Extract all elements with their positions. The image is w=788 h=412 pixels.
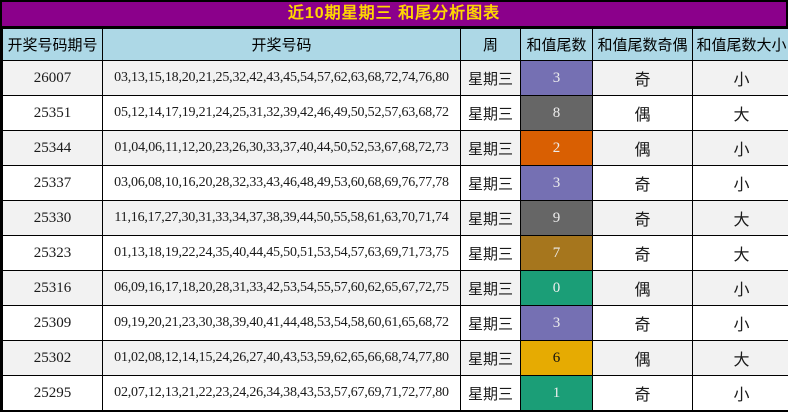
cell-size: 大 (692, 95, 788, 131)
cell-period: 25302 (2, 340, 103, 376)
cell-period: 25316 (2, 270, 103, 306)
table-row: 25351 05,12,14,17,19,21,24,25,31,32,39,4… (2, 95, 788, 131)
cell-numbers: 01,13,18,19,22,24,35,40,44,45,50,51,53,5… (102, 235, 461, 271)
cell-numbers: 03,06,08,10,16,20,28,32,33,43,46,48,49,5… (102, 165, 461, 201)
table-header: 开奖号码期号 开奖号码 周 和值尾数 和值尾数奇偶 和值尾数大小 (2, 28, 788, 61)
header-tail-parity: 和值尾数奇偶 (592, 28, 693, 61)
table-row: 25316 06,09,16,17,18,20,28,31,33,42,53,5… (2, 270, 788, 306)
cell-week: 星期三 (460, 130, 521, 166)
cell-size: 小 (692, 130, 788, 166)
cell-week: 星期三 (460, 235, 521, 271)
table-row: 25302 01,02,08,12,14,15,24,26,27,40,43,5… (2, 340, 788, 376)
cell-size: 小 (692, 60, 788, 96)
cell-parity: 奇 (592, 165, 693, 201)
cell-tail-value: 6 (520, 340, 593, 376)
cell-parity: 偶 (592, 130, 693, 166)
cell-numbers: 05,12,14,17,19,21,24,25,31,32,39,42,46,4… (102, 95, 461, 131)
cell-size: 小 (692, 375, 788, 411)
cell-numbers: 03,13,15,18,20,21,25,32,42,43,45,54,57,6… (102, 60, 461, 96)
table-row: 25323 01,13,18,19,22,24,35,40,44,45,50,5… (2, 235, 788, 271)
table-row: 25309 09,19,20,21,23,30,38,39,40,41,44,4… (2, 305, 788, 341)
header-row: 开奖号码期号 开奖号码 周 和值尾数 和值尾数奇偶 和值尾数大小 (2, 28, 788, 61)
cell-week: 星期三 (460, 340, 521, 376)
cell-period: 25344 (2, 130, 103, 166)
cell-parity: 奇 (592, 375, 693, 411)
table-row: 25330 11,16,17,27,30,31,33,34,37,38,39,4… (2, 200, 788, 236)
cell-parity: 奇 (592, 60, 693, 96)
cell-tail-value: 0 (520, 270, 593, 306)
cell-size: 大 (692, 340, 788, 376)
cell-parity: 奇 (592, 305, 693, 341)
cell-week: 星期三 (460, 375, 521, 411)
cell-week: 星期三 (460, 305, 521, 341)
page-title: 近10期星期三 和尾分析图表 (2, 2, 786, 28)
cell-week: 星期三 (460, 200, 521, 236)
cell-parity: 奇 (592, 200, 693, 236)
table-row: 26007 03,13,15,18,20,21,25,32,42,43,45,5… (2, 60, 788, 96)
cell-numbers: 01,04,06,11,12,20,23,26,30,33,37,40,44,5… (102, 130, 461, 166)
cell-tail-value: 9 (520, 200, 593, 236)
cell-tail-value: 7 (520, 235, 593, 271)
cell-parity: 偶 (592, 340, 693, 376)
cell-numbers: 11,16,17,27,30,31,33,34,37,38,39,44,50,5… (102, 200, 461, 236)
cell-period: 26007 (2, 60, 103, 96)
cell-numbers: 02,07,12,13,21,22,23,24,26,34,38,43,53,5… (102, 375, 461, 411)
cell-period: 25330 (2, 200, 103, 236)
cell-numbers: 06,09,16,17,18,20,28,31,33,42,53,54,55,5… (102, 270, 461, 306)
cell-parity: 偶 (592, 95, 693, 131)
cell-parity: 偶 (592, 270, 693, 306)
cell-size: 小 (692, 305, 788, 341)
cell-tail-value: 3 (520, 165, 593, 201)
cell-size: 小 (692, 270, 788, 306)
cell-period: 25323 (2, 235, 103, 271)
cell-week: 星期三 (460, 165, 521, 201)
cell-size: 小 (692, 165, 788, 201)
cell-tail-value: 8 (520, 95, 593, 131)
header-period: 开奖号码期号 (2, 28, 103, 61)
cell-numbers: 01,02,08,12,14,15,24,26,27,40,43,53,59,6… (102, 340, 461, 376)
table-body: 26007 03,13,15,18,20,21,25,32,42,43,45,5… (2, 60, 788, 411)
cell-size: 大 (692, 200, 788, 236)
header-numbers: 开奖号码 (102, 28, 461, 61)
table-row: 25295 02,07,12,13,21,22,23,24,26,34,38,4… (2, 375, 788, 411)
cell-period: 25309 (2, 305, 103, 341)
cell-period: 25351 (2, 95, 103, 131)
header-tail-size: 和值尾数大小 (692, 28, 788, 61)
table-row: 25337 03,06,08,10,16,20,28,32,33,43,46,4… (2, 165, 788, 201)
cell-period: 25337 (2, 165, 103, 201)
table-row: 25344 01,04,06,11,12,20,23,26,30,33,37,4… (2, 130, 788, 166)
cell-period: 25295 (2, 375, 103, 411)
header-week: 周 (460, 28, 521, 61)
header-tail: 和值尾数 (520, 28, 593, 61)
analysis-table: 开奖号码期号 开奖号码 周 和值尾数 和值尾数奇偶 和值尾数大小 26007 0… (2, 28, 788, 411)
cell-size: 大 (692, 235, 788, 271)
cell-tail-value: 3 (520, 60, 593, 96)
cell-tail-value: 3 (520, 305, 593, 341)
cell-numbers: 09,19,20,21,23,30,38,39,40,41,44,48,53,5… (102, 305, 461, 341)
cell-tail-value: 2 (520, 130, 593, 166)
cell-week: 星期三 (460, 270, 521, 306)
cell-parity: 奇 (592, 235, 693, 271)
cell-tail-value: 1 (520, 375, 593, 411)
cell-week: 星期三 (460, 95, 521, 131)
cell-week: 星期三 (460, 60, 521, 96)
